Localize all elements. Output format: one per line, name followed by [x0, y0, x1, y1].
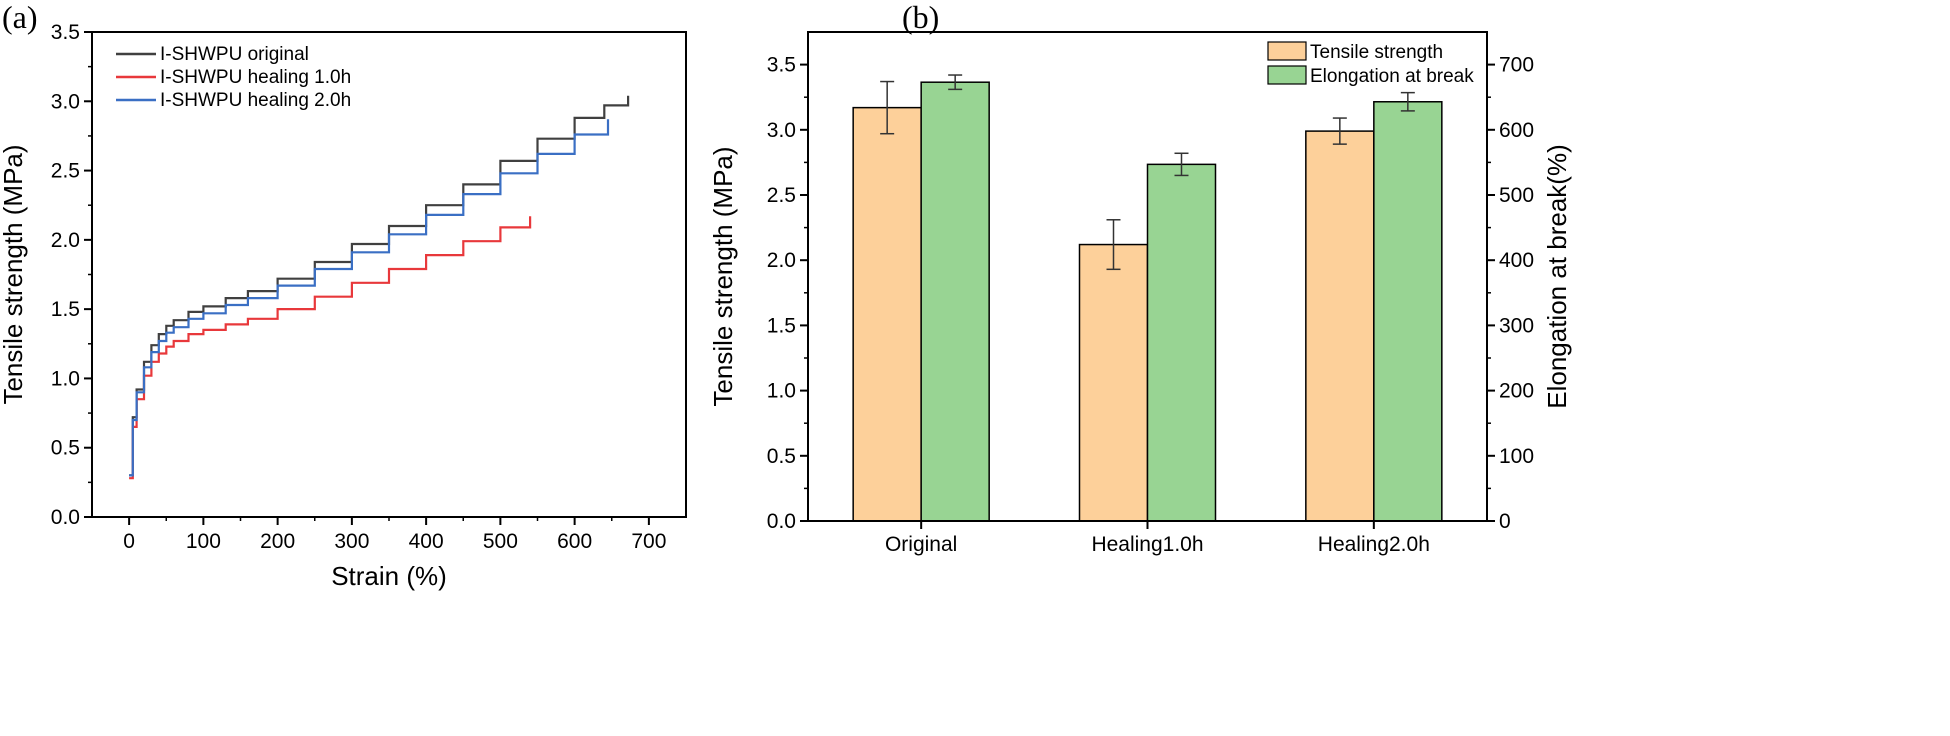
- x-tick-label: 700: [631, 530, 666, 553]
- y-tick-label: 2.0: [767, 249, 796, 272]
- x-tick-label: 200: [260, 530, 295, 553]
- y-tick-label: 1.0: [51, 367, 80, 390]
- y2-tick-label: 0: [1499, 510, 1511, 533]
- series-lines: [129, 95, 630, 480]
- y-tick-label: 0.0: [51, 506, 80, 529]
- legend: Tensile strength Elongation at break: [1267, 41, 1474, 87]
- legend-label: I-SHWPU original: [160, 44, 309, 65]
- x-axis-ticks: Original Healing1.0h Healing2.0h: [885, 521, 1430, 556]
- y-tick-label: 2.0: [51, 229, 80, 252]
- x-axis-ticks: 0 100 200 300 400 500 600 700: [123, 517, 666, 553]
- bar-tensile-1: [852, 106, 922, 522]
- y-tick-label: 0.5: [767, 445, 796, 468]
- x-tick-label: 300: [334, 530, 369, 553]
- y-axis-label: Tensile strength (MPa): [0, 144, 28, 404]
- y-tick-label: 2.5: [51, 160, 80, 183]
- y-tick-label: 3.5: [51, 21, 80, 44]
- legend-label: Elongation at break: [1310, 66, 1474, 87]
- x-tick-label: Healing2.0h: [1318, 533, 1430, 556]
- x-tick-label: Original: [885, 533, 957, 556]
- y2-tick-label: 200: [1499, 380, 1534, 403]
- y-tick-label: 3.5: [767, 54, 796, 77]
- y-axis-ticks-right: 0 100 200 300 400 500 600 700: [1487, 54, 1534, 533]
- legend-label: I-SHWPU healing 1.0h: [160, 67, 351, 88]
- bars: [852, 74, 1443, 522]
- bar-chart-panel-b: 0.0 0.5 1.0 1.5 2.0 2.5 3.0 3.5 0 100 200 300 400 50…: [708, 31, 1572, 556]
- x-tick-label: 500: [483, 530, 518, 553]
- bar-elongation-2: [1146, 163, 1217, 522]
- y2-tick-label: 500: [1499, 184, 1534, 207]
- legend-swatch: [1267, 41, 1307, 61]
- panel-a-label: (a): [2, 0, 38, 35]
- x-tick-label: 100: [186, 530, 221, 553]
- y-tick-label: 3.0: [767, 119, 796, 142]
- legend-swatch: [1267, 65, 1307, 85]
- y2-tick-label: 400: [1499, 249, 1534, 272]
- series-line-1: [129, 95, 630, 477]
- y2-tick-label: 600: [1499, 119, 1534, 142]
- y-tick-label: 1.5: [767, 314, 796, 337]
- x-axis-label: Strain (%): [331, 561, 447, 591]
- y-tick-label: 3.0: [51, 90, 80, 113]
- y-axis-label-right: Elongation at break(%): [1542, 144, 1572, 408]
- x-tick-label: 400: [409, 530, 444, 553]
- legend-label: Tensile strength: [1310, 42, 1443, 63]
- y2-tick-label: 100: [1499, 445, 1534, 468]
- y2-tick-label: 700: [1499, 54, 1534, 77]
- panel-b-label: (b): [902, 0, 939, 35]
- y-axis-ticks: 0.0 0.5 1.0 1.5 2.0 2.5 3.0 3.5: [51, 21, 92, 529]
- bar-tensile-2: [1078, 243, 1149, 522]
- series-line-2: [129, 216, 532, 480]
- legend-label: I-SHWPU healing 2.0h: [160, 90, 351, 111]
- x-tick-label: 0: [123, 530, 135, 553]
- bar-elongation-3: [1373, 101, 1443, 522]
- x-tick-label: Healing1.0h: [1091, 533, 1203, 556]
- y2-tick-label: 300: [1499, 314, 1534, 337]
- y-tick-label: 0.5: [51, 437, 80, 460]
- x-tick-label: 600: [557, 530, 592, 553]
- line-chart-panel-a: 0 100 200 300 400 500 600 700 0.0 0.5 1.0 1.5 2.0 2.…: [0, 21, 687, 591]
- y-tick-label: 1.5: [51, 298, 80, 321]
- y-tick-label: 0.0: [767, 510, 796, 533]
- y-axis-ticks-left: 0.0 0.5 1.0 1.5 2.0 2.5 3.0 3.5: [767, 54, 808, 533]
- bar-elongation-1: [920, 81, 990, 522]
- series-line-3: [129, 119, 610, 477]
- bar-tensile-3: [1305, 130, 1375, 522]
- y-tick-label: 1.0: [767, 380, 796, 403]
- y-axis-label-left: Tensile strength (MPa): [708, 146, 738, 406]
- y-tick-label: 2.5: [767, 184, 796, 207]
